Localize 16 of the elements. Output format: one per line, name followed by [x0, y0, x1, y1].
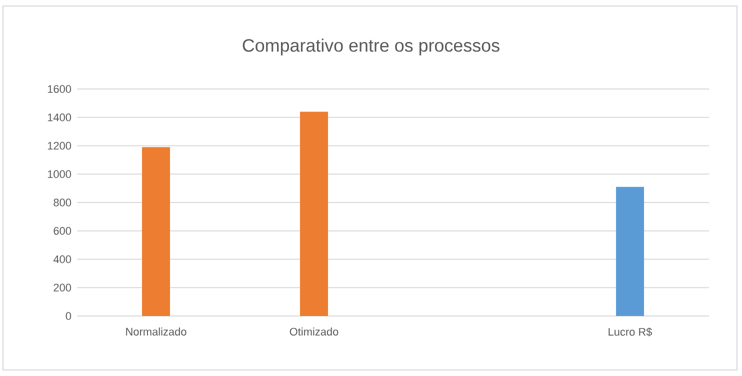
y-tick-label: 1200 — [48, 142, 72, 150]
y-tick-label: 0 — [66, 312, 72, 320]
y-tick-label: 1000 — [48, 170, 72, 178]
y-tick-label: 200 — [54, 284, 72, 292]
bar — [616, 186, 644, 316]
x-tick-label: Otimizado — [290, 328, 338, 336]
bar — [300, 112, 328, 316]
x-tick-label: Normalizado — [126, 328, 186, 336]
bar — [142, 147, 170, 316]
y-tick-label: 800 — [54, 198, 72, 206]
y-tick-label: 600 — [54, 227, 72, 235]
y-tick-label: 400 — [53, 255, 72, 264]
chart-title: Comparativo entre os processos — [242, 38, 500, 56]
x-tick-label: Lucro R$ — [608, 328, 652, 336]
y-tick-label: 1600 — [48, 85, 72, 93]
y-tick-label: 1400 — [48, 114, 72, 122]
